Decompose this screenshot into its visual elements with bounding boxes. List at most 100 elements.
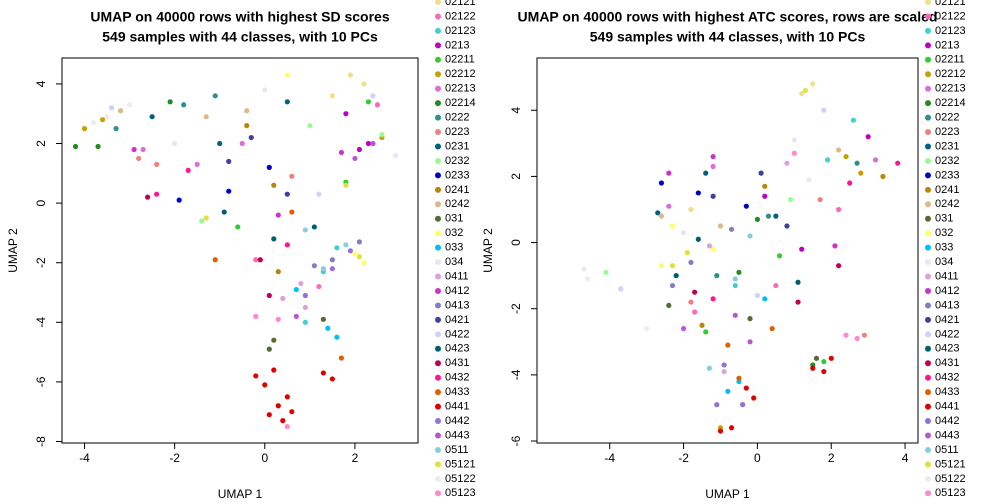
- point: [154, 161, 160, 167]
- point: [673, 273, 679, 279]
- point: [356, 254, 363, 260]
- point: [843, 332, 849, 338]
- legend-marker: [435, 172, 441, 179]
- point: [743, 385, 749, 391]
- legend-label: 0222: [935, 112, 959, 124]
- point: [334, 334, 340, 340]
- point: [773, 213, 779, 219]
- point: [836, 206, 842, 213]
- point: [266, 412, 272, 418]
- legend-marker: [435, 273, 441, 280]
- point: [703, 329, 709, 335]
- point: [347, 248, 354, 254]
- point: [392, 152, 399, 159]
- point: [584, 276, 591, 282]
- point: [248, 134, 254, 141]
- chart-subtitle: 549 samples with 44 classes, with 10 PCs: [102, 29, 378, 45]
- point: [167, 99, 173, 105]
- y-tick-label: -2: [34, 257, 48, 268]
- point: [854, 335, 860, 342]
- point: [253, 257, 259, 263]
- legend-label: 02121: [445, 0, 476, 8]
- point: [717, 428, 724, 434]
- legend-marker: [435, 446, 441, 453]
- legend-marker: [435, 475, 441, 482]
- legend-marker: [435, 143, 441, 150]
- point: [126, 102, 133, 108]
- legend-label: 02122: [445, 10, 476, 22]
- legend-marker: [925, 186, 931, 193]
- point: [710, 296, 716, 302]
- point: [762, 296, 768, 302]
- legend-label: 0413: [445, 299, 469, 311]
- legend-marker: [435, 215, 441, 222]
- point: [149, 114, 155, 120]
- point: [347, 72, 354, 78]
- point: [680, 230, 687, 236]
- point: [307, 123, 313, 129]
- legend-label: 0213: [935, 39, 959, 51]
- legend-marker: [925, 172, 931, 179]
- point: [199, 218, 205, 224]
- point: [714, 402, 720, 408]
- legend-label: 0423: [935, 343, 959, 355]
- y-tick-label: -2: [509, 303, 523, 314]
- point: [257, 257, 263, 263]
- point: [72, 143, 79, 150]
- legend-marker: [925, 288, 931, 294]
- point: [338, 355, 344, 361]
- point: [185, 167, 191, 173]
- point: [212, 93, 218, 99]
- legend-marker: [925, 316, 931, 323]
- legend-label: 0231: [935, 140, 959, 152]
- legend-marker: [435, 114, 441, 121]
- point: [325, 325, 331, 331]
- legend-label: 0233: [445, 169, 469, 181]
- legend-label: 02214: [445, 97, 476, 109]
- legend-marker: [925, 244, 931, 251]
- point: [680, 325, 687, 332]
- point: [810, 81, 816, 87]
- point: [810, 365, 816, 371]
- point: [725, 388, 731, 395]
- legend-marker: [435, 403, 441, 410]
- legend-marker: [435, 389, 441, 396]
- point: [212, 257, 218, 263]
- legend-label: 0233: [935, 169, 959, 181]
- x-tick-label: 2: [352, 451, 359, 465]
- legend-marker: [435, 42, 441, 49]
- legend-marker: [925, 143, 931, 150]
- point: [821, 107, 827, 113]
- legend-label: 0421: [445, 314, 469, 326]
- point: [356, 146, 363, 153]
- point: [108, 105, 115, 111]
- point: [289, 209, 295, 215]
- legend-marker: [925, 129, 931, 136]
- legend-marker: [925, 475, 931, 482]
- legend-marker: [435, 230, 441, 237]
- legend-label: 05123: [935, 487, 966, 499]
- point: [271, 367, 277, 373]
- legend-label: 0232: [445, 155, 469, 167]
- point: [658, 213, 665, 219]
- legend-label: 031: [445, 213, 463, 225]
- point: [824, 157, 831, 163]
- point: [293, 286, 299, 293]
- point: [776, 253, 783, 259]
- point: [113, 126, 119, 132]
- point: [203, 215, 209, 221]
- point: [854, 160, 860, 166]
- legend-label: 02213: [445, 83, 476, 95]
- point: [710, 163, 716, 170]
- point: [843, 153, 849, 160]
- legend-marker: [925, 389, 931, 396]
- point: [262, 87, 268, 93]
- legend-label: 0223: [445, 126, 469, 138]
- point: [754, 292, 761, 299]
- point: [717, 223, 724, 229]
- legend-label: 0443: [445, 429, 469, 441]
- legend-marker: [435, 201, 441, 208]
- point: [329, 257, 335, 263]
- legend-marker: [925, 215, 931, 222]
